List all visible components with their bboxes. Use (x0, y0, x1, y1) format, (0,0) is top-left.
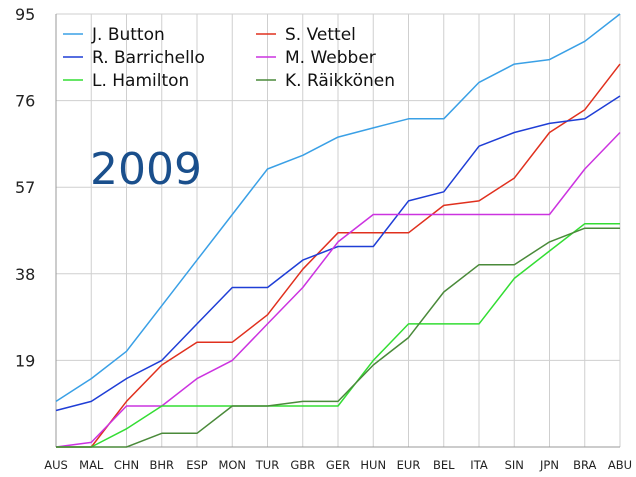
x-tick-label: GBR (290, 458, 315, 472)
x-tick-label: MON (218, 458, 246, 472)
x-tick-label: BRA (573, 458, 596, 472)
grid-layer (55, 13, 621, 447)
legend-label: K. Räikkönen (285, 71, 395, 91)
x-tick-label: GER (326, 458, 350, 472)
y-tick-label: 38 (15, 265, 35, 284)
legend-label: L. Hamilton (92, 71, 189, 91)
x-tick-label: SIN (505, 458, 524, 472)
series-line-2 (56, 63, 621, 448)
x-tick-label: ABU (608, 458, 632, 472)
x-tick-label: BHR (149, 458, 174, 472)
legend-label: J. Button (91, 25, 165, 45)
legend-label: S. Vettel (285, 25, 356, 45)
series-line-6 (56, 227, 620, 448)
x-tick-label: EUR (397, 458, 421, 472)
x-tick-label: TUR (255, 458, 279, 472)
y-tick-label: 95 (15, 5, 35, 24)
label-layer: 19 38 57 76 95 AUS MAL CHN BHR ESP MON TUR GBR GER HUN… (15, 5, 632, 472)
series-line-3 (55, 95, 621, 412)
x-tick-label: CHN (114, 458, 139, 472)
axis-layer (55, 14, 620, 448)
chart-label: 2009 (90, 144, 202, 195)
legend: J. Button S. Vettel R. Barrichello M. Webbe… (63, 25, 395, 91)
x-tick-label: AUS (44, 458, 68, 472)
y-tick-label: 76 (15, 92, 35, 111)
x-tick-label: BEL (433, 458, 455, 472)
y-tick-label: 57 (15, 178, 35, 197)
y-tick-label: 19 (15, 351, 35, 370)
x-tick-label: ESP (186, 458, 208, 472)
series-line-1 (55, 13, 621, 403)
legend-label: R. Barrichello (92, 48, 205, 68)
legend-label: M. Webber (285, 48, 376, 68)
series-line-5 (56, 222, 620, 448)
x-tick-label: ITA (470, 458, 488, 472)
series-line-4 (55, 131, 621, 448)
x-tick-label: JPN (539, 458, 559, 472)
x-tick-label: HUN (360, 458, 386, 472)
x-tick-label: MAL (79, 458, 104, 472)
series-layer (55, 13, 621, 448)
